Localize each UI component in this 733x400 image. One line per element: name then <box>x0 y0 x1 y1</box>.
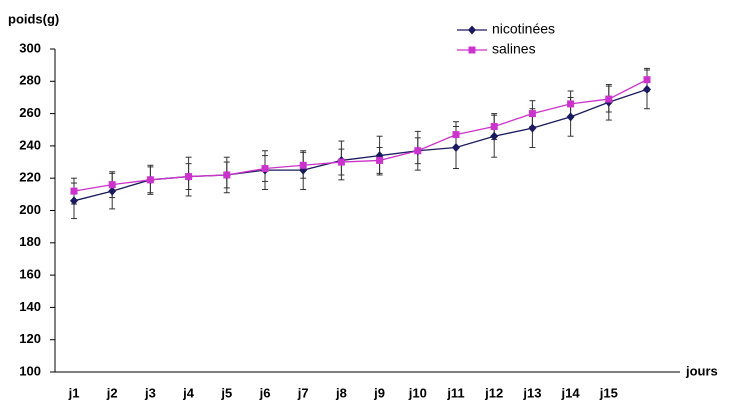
point <box>108 186 117 196</box>
point <box>261 165 269 173</box>
y-axis-label: poids(g) <box>8 11 59 26</box>
x-tick-label: j6 <box>259 385 271 400</box>
y-tick-label: 280 <box>19 73 41 88</box>
y-tick-label: 240 <box>19 137 41 152</box>
point <box>643 76 651 84</box>
legend-marker <box>468 46 476 54</box>
x-tick-label: j2 <box>106 385 118 400</box>
legend-label: salines <box>492 41 536 57</box>
x-tick-label: j3 <box>144 385 156 400</box>
x-tick-label: j14 <box>561 385 581 400</box>
x-tick-label: j4 <box>182 385 195 400</box>
x-axis-label: jours <box>685 363 718 378</box>
point <box>605 95 613 103</box>
legend-label: nicotinées <box>492 21 555 37</box>
x-tick-label: j8 <box>335 385 347 400</box>
point <box>566 112 575 122</box>
x-tick-label: j11 <box>446 385 464 400</box>
point <box>452 143 460 153</box>
legend-item: salines <box>457 41 536 57</box>
legend-item: nicotinées <box>457 21 555 37</box>
x-tick-label: j13 <box>522 385 541 400</box>
point <box>223 171 231 179</box>
point <box>528 123 537 133</box>
point <box>70 187 78 195</box>
point <box>146 176 154 184</box>
y-tick-label: 140 <box>19 299 41 314</box>
point <box>70 196 78 206</box>
point <box>490 123 498 131</box>
x-tick-label: j9 <box>373 385 385 400</box>
x-tick-label: j10 <box>408 385 427 400</box>
y-tick-label: 220 <box>19 170 41 185</box>
legend-marker <box>468 25 476 35</box>
point <box>528 110 536 118</box>
point <box>299 161 307 169</box>
y-tick-label: 100 <box>19 363 41 378</box>
x-tick-label: j5 <box>220 385 232 400</box>
point <box>337 158 345 166</box>
y-tick-label: 180 <box>19 234 41 249</box>
series-line <box>73 79 648 192</box>
point <box>376 156 384 164</box>
point <box>185 173 193 181</box>
y-tick-label: 120 <box>19 331 41 346</box>
point <box>108 181 116 189</box>
point <box>452 131 460 139</box>
x-tick-label: j7 <box>297 385 309 400</box>
y-tick-label: 160 <box>19 267 41 282</box>
point <box>567 100 575 108</box>
x-tick-label: j15 <box>599 385 618 400</box>
point <box>414 147 422 155</box>
x-tick-label: j1 <box>68 385 80 400</box>
y-tick-label: 260 <box>19 105 41 120</box>
y-tick-label: 200 <box>19 202 41 217</box>
point <box>490 131 499 141</box>
x-tick-label: j12 <box>484 385 503 400</box>
y-tick-label: 300 <box>19 40 41 55</box>
point <box>643 84 651 94</box>
